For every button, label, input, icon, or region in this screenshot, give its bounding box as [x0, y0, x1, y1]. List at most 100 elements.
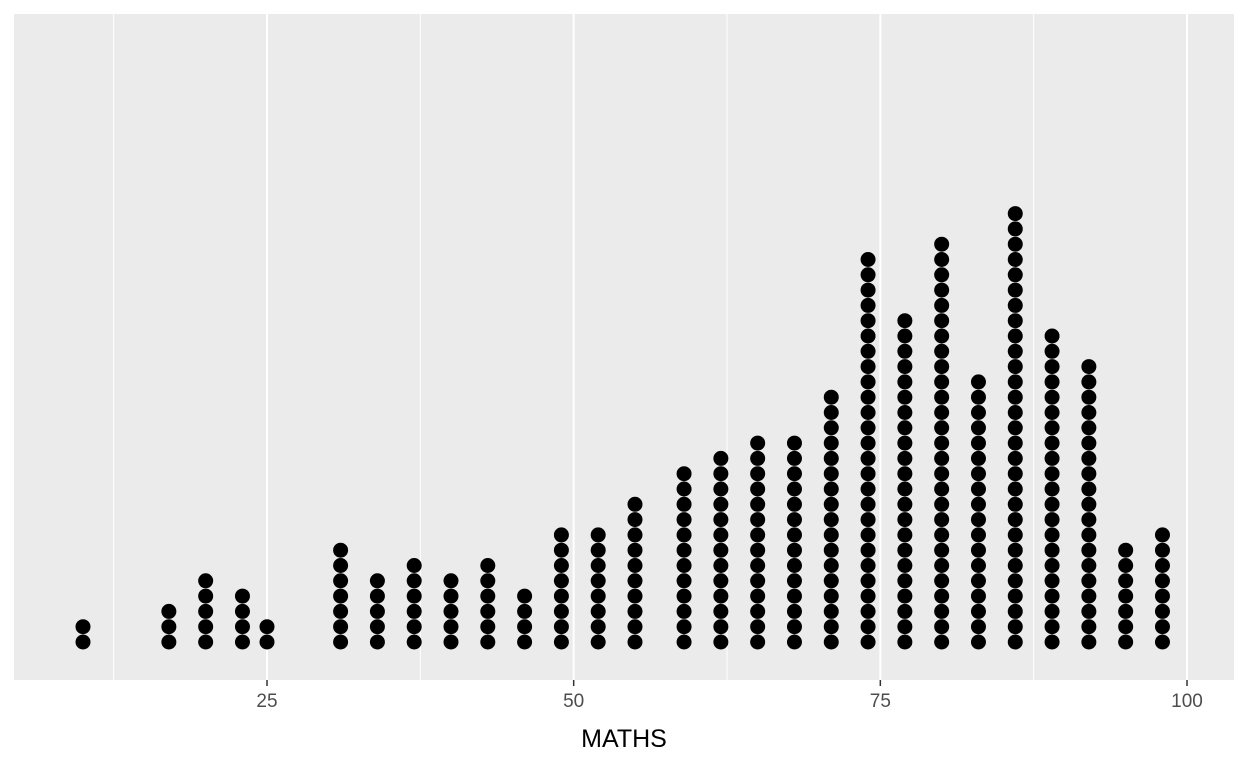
data-dot [897, 466, 913, 482]
data-dot [1154, 542, 1170, 558]
data-dot [590, 558, 606, 573]
data-dot [161, 634, 177, 650]
data-dot [934, 542, 950, 558]
data-dot [1007, 481, 1023, 497]
data-dot [1081, 542, 1097, 558]
data-dot [750, 573, 766, 589]
data-dot [786, 481, 802, 497]
data-dot [369, 619, 385, 635]
data-dot [713, 496, 729, 512]
data-dot [897, 619, 913, 635]
data-dot [553, 588, 569, 604]
data-dot [1007, 558, 1023, 573]
data-dot [1007, 313, 1023, 329]
data-dot [1081, 512, 1097, 528]
data-dot [676, 573, 692, 589]
data-dot [897, 512, 913, 528]
data-dot [750, 634, 766, 650]
data-dot [934, 603, 950, 619]
data-dot [627, 573, 643, 589]
data-dot [934, 588, 950, 604]
data-dot [1007, 450, 1023, 466]
data-dot [786, 496, 802, 512]
data-dot [1007, 619, 1023, 635]
data-dot [786, 542, 802, 558]
data-dot [676, 481, 692, 497]
x-tick-label: 25 [256, 691, 277, 712]
data-dot [1007, 588, 1023, 604]
data-dot [860, 512, 876, 528]
data-dot [627, 634, 643, 650]
data-dot [1118, 619, 1134, 635]
x-tick-label: 75 [870, 691, 891, 712]
data-dot [333, 603, 349, 619]
data-dot [860, 435, 876, 451]
data-dot [897, 634, 913, 650]
data-dot [897, 527, 913, 543]
data-dot [970, 558, 986, 573]
data-dot [786, 573, 802, 589]
data-dot [406, 573, 422, 589]
data-dot [1118, 558, 1134, 573]
data-dot [823, 512, 839, 528]
data-dot [970, 542, 986, 558]
data-dot [517, 603, 533, 619]
data-dot [970, 450, 986, 466]
data-dot [1007, 405, 1023, 420]
data-dot [934, 466, 950, 482]
data-dot [786, 466, 802, 482]
data-dot [1044, 496, 1060, 512]
data-dot [480, 573, 496, 589]
data-dot [333, 588, 349, 604]
data-dot [860, 420, 876, 436]
data-dot [970, 435, 986, 451]
data-dot [1044, 389, 1060, 405]
data-dot [970, 512, 986, 528]
data-dot [1044, 619, 1060, 635]
data-dot [369, 573, 385, 589]
data-dot [676, 527, 692, 543]
data-dot [823, 527, 839, 543]
data-dot [1081, 558, 1097, 573]
data-dot [333, 573, 349, 589]
data-dot [1081, 634, 1097, 650]
data-dot [1007, 374, 1023, 390]
data-dot [198, 619, 214, 635]
data-dot [1007, 389, 1023, 405]
data-dot [934, 313, 950, 329]
data-dot [934, 374, 950, 390]
data-dot [823, 435, 839, 451]
data-dot [750, 542, 766, 558]
data-dot [860, 619, 876, 635]
data-dot [713, 512, 729, 528]
data-dot [1044, 405, 1060, 420]
data-dot [198, 588, 214, 604]
data-dot [369, 588, 385, 604]
data-dot [897, 328, 913, 344]
data-dot [860, 313, 876, 329]
data-dot [934, 634, 950, 650]
data-dot [1007, 206, 1023, 222]
data-dot [676, 496, 692, 512]
data-dot [1007, 236, 1023, 252]
data-dot [934, 328, 950, 344]
data-dot [517, 634, 533, 650]
data-dot [786, 634, 802, 650]
data-dot [897, 481, 913, 497]
data-dot [590, 634, 606, 650]
data-dot [823, 588, 839, 604]
data-dot [259, 634, 275, 650]
data-dot [823, 466, 839, 482]
data-dot [1154, 603, 1170, 619]
data-dot [75, 634, 91, 650]
data-dot [676, 603, 692, 619]
data-dot [823, 573, 839, 589]
data-dot [970, 573, 986, 589]
data-dot [970, 405, 986, 420]
data-dot [934, 405, 950, 420]
data-dot [676, 512, 692, 528]
data-dot [676, 619, 692, 635]
data-dot [1081, 496, 1097, 512]
data-dot [897, 435, 913, 451]
data-dot [1118, 542, 1134, 558]
